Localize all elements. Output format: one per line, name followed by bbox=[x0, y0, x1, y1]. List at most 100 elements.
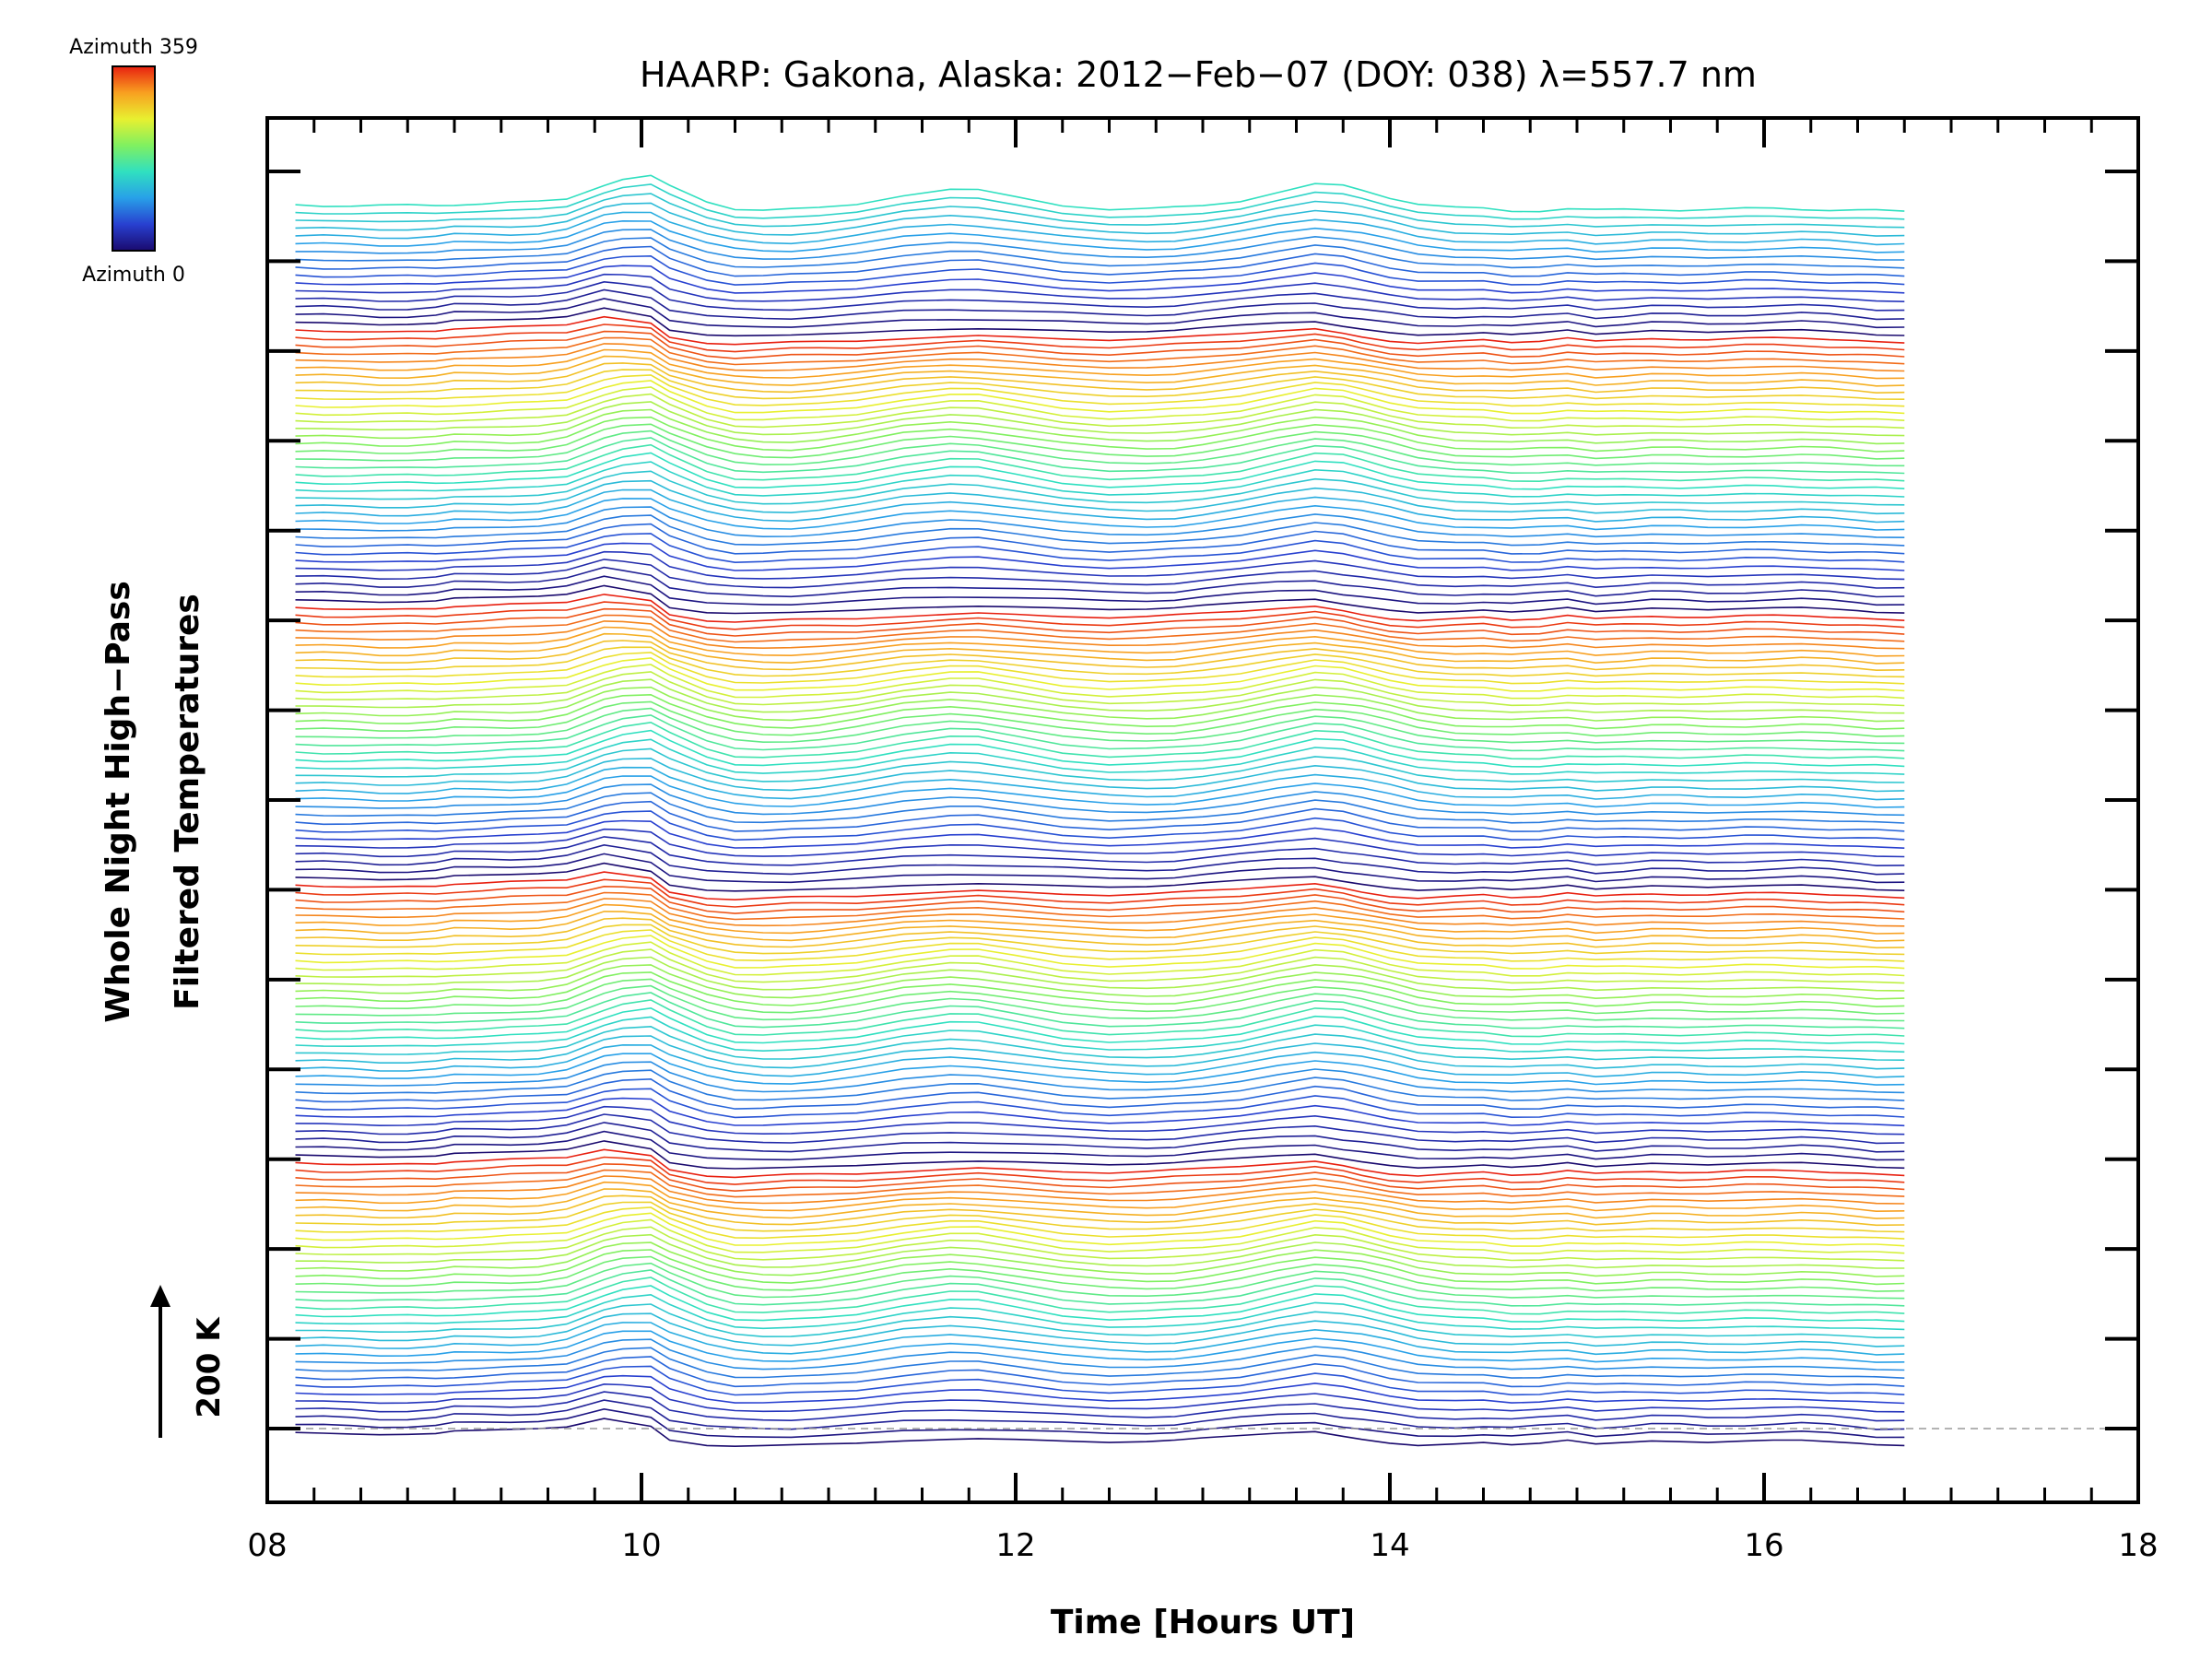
series-line bbox=[295, 758, 1905, 793]
series-line bbox=[295, 1169, 1905, 1198]
series-line bbox=[295, 664, 1905, 700]
series-line bbox=[295, 533, 1905, 564]
series-line bbox=[295, 254, 1905, 286]
scale-bar-arrow-head bbox=[150, 1285, 171, 1307]
series-line bbox=[295, 1356, 1905, 1388]
series-line bbox=[295, 707, 1905, 745]
series-line bbox=[295, 514, 1905, 547]
x-tick-label: 16 bbox=[1744, 1527, 1783, 1564]
series-line bbox=[295, 1365, 1905, 1396]
x-tick-label: 10 bbox=[621, 1527, 661, 1564]
series-line bbox=[295, 1418, 1905, 1448]
series-line bbox=[295, 1043, 1905, 1078]
series-line bbox=[295, 1194, 1905, 1227]
series-line bbox=[295, 766, 1905, 801]
series-line bbox=[295, 898, 1905, 927]
series-line bbox=[295, 1016, 1905, 1053]
series-line bbox=[295, 336, 1905, 366]
series-line bbox=[295, 614, 1905, 643]
series-line bbox=[295, 362, 1905, 394]
series-line bbox=[295, 1233, 1905, 1269]
series-line bbox=[295, 721, 1905, 760]
series-line bbox=[295, 1140, 1905, 1170]
series-line bbox=[295, 1113, 1905, 1145]
series-line bbox=[295, 1156, 1905, 1185]
series-line bbox=[295, 1122, 1905, 1153]
x-axis-label: Time [Hours UT] bbox=[1051, 1604, 1355, 1641]
series-line bbox=[295, 1218, 1905, 1254]
series-line bbox=[295, 1105, 1905, 1135]
colorbar-bottom-label: Azimuth 0 bbox=[82, 264, 185, 287]
series-line bbox=[295, 646, 1905, 678]
series-line bbox=[295, 948, 1905, 984]
series-line bbox=[295, 408, 1905, 445]
series-line bbox=[295, 374, 1905, 407]
series-line bbox=[295, 1322, 1905, 1356]
series-line bbox=[295, 416, 1905, 453]
series-line bbox=[295, 584, 1905, 615]
series-line bbox=[295, 620, 1905, 650]
series-line bbox=[295, 1130, 1905, 1161]
series-line bbox=[295, 1407, 1905, 1439]
series-line bbox=[295, 1088, 1905, 1119]
series-line bbox=[295, 183, 1905, 220]
series-line bbox=[295, 1163, 1905, 1193]
series-line bbox=[295, 632, 1905, 665]
series-line bbox=[295, 1006, 1905, 1045]
series-line bbox=[295, 324, 1905, 353]
series-line bbox=[295, 219, 1905, 253]
series-line bbox=[295, 1262, 1905, 1300]
series-line bbox=[295, 211, 1905, 246]
series-line bbox=[295, 237, 1905, 269]
series-layer bbox=[295, 174, 1905, 1448]
series-line bbox=[295, 393, 1905, 429]
colorbar-top-label: Azimuth 359 bbox=[69, 36, 198, 59]
series-line bbox=[295, 1249, 1905, 1286]
series-line bbox=[295, 885, 1905, 914]
series-line bbox=[295, 280, 1905, 312]
series-line bbox=[295, 924, 1905, 956]
series-line bbox=[295, 917, 1905, 949]
series-line bbox=[295, 747, 1905, 783]
series-line bbox=[295, 1399, 1905, 1430]
series-line bbox=[295, 550, 1905, 581]
series-line bbox=[295, 836, 1905, 867]
series-line bbox=[295, 999, 1905, 1038]
series-line bbox=[295, 956, 1905, 992]
series-line bbox=[295, 174, 1905, 213]
series-line bbox=[295, 800, 1905, 832]
series-line bbox=[295, 964, 1905, 1000]
series-line bbox=[295, 461, 1905, 498]
series-line bbox=[295, 429, 1905, 467]
series-line bbox=[295, 941, 1905, 977]
series-line bbox=[295, 245, 1905, 277]
series-line bbox=[295, 657, 1905, 692]
series-line bbox=[295, 878, 1905, 908]
series-line bbox=[295, 1277, 1905, 1315]
series-line bbox=[295, 714, 1905, 752]
series-line bbox=[295, 686, 1905, 723]
series-line bbox=[295, 1338, 1905, 1371]
series-line bbox=[295, 1025, 1905, 1061]
series-line bbox=[295, 1330, 1905, 1363]
series-line bbox=[295, 1175, 1905, 1205]
x-tick-label: 14 bbox=[1370, 1527, 1409, 1564]
series-line bbox=[295, 640, 1905, 672]
series-line bbox=[295, 506, 1905, 538]
series-line bbox=[295, 202, 1905, 237]
series-line bbox=[295, 566, 1905, 598]
series-line bbox=[295, 1285, 1905, 1323]
series-line bbox=[295, 1097, 1905, 1127]
x-tick-label: 18 bbox=[2118, 1527, 2158, 1564]
series-line bbox=[295, 971, 1905, 1008]
series-line bbox=[295, 1069, 1905, 1101]
series-line bbox=[295, 935, 1905, 970]
series-line bbox=[295, 843, 1905, 876]
series-line bbox=[295, 1061, 1905, 1094]
series-line bbox=[295, 1269, 1905, 1307]
colorbar bbox=[112, 65, 156, 252]
series-line bbox=[295, 775, 1905, 808]
series-line bbox=[295, 479, 1905, 515]
series-line bbox=[295, 348, 1905, 380]
series-line bbox=[295, 1374, 1905, 1405]
